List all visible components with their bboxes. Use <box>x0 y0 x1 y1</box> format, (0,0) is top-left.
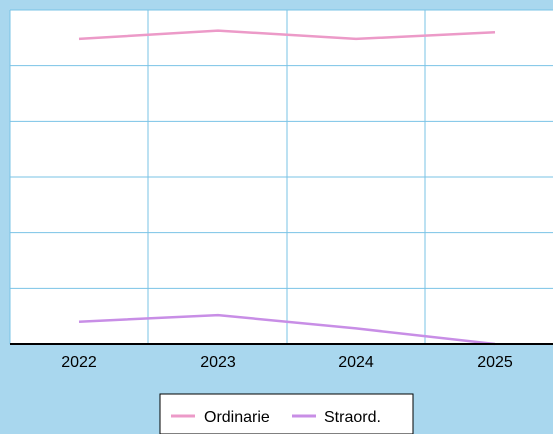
x-tick-label: 2023 <box>200 354 236 371</box>
legend-label-ordinarie: Ordinarie <box>204 409 270 426</box>
legend: Ordinarie Straord. <box>159 393 414 434</box>
grid-lines <box>9 9 553 344</box>
series-line-ordinarie <box>78 29 496 41</box>
x-axis-tick-labels: 2022 2023 2024 2025 <box>61 354 513 371</box>
legend-box <box>159 393 414 434</box>
x-tick-label: 2025 <box>477 354 513 371</box>
legend-label-straord: Straord. <box>324 409 381 426</box>
series-line-straord <box>78 313 496 346</box>
x-tick-label: 2022 <box>61 354 97 371</box>
x-tick-label: 2024 <box>338 354 374 371</box>
series-lines <box>78 29 496 346</box>
